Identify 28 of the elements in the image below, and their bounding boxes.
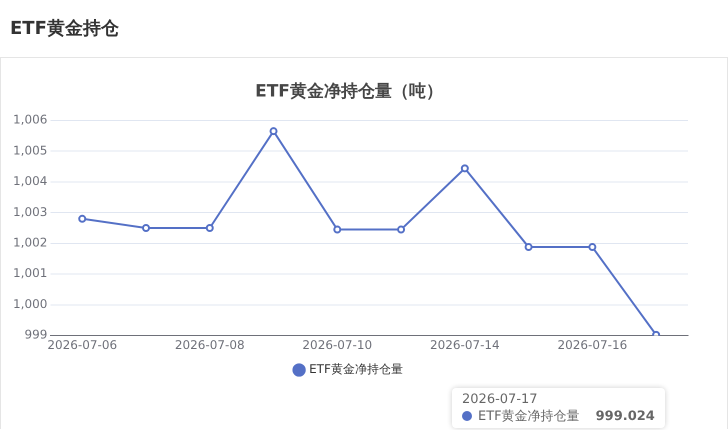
x-tick-label: 2026-07-08 bbox=[174, 338, 245, 352]
point bbox=[206, 224, 214, 232]
point bbox=[142, 224, 150, 232]
point bbox=[333, 226, 342, 234]
legend-label: ETF黄金净持仓量 bbox=[309, 362, 403, 376]
text: 999.024 bbox=[596, 409, 655, 424]
text: ETF黄金净持仓量 bbox=[478, 409, 580, 424]
y-tick-label: 1,004 bbox=[12, 174, 48, 188]
chart-title: ETF黄金持仓 bbox=[10, 17, 119, 40]
point bbox=[270, 127, 278, 136]
point bbox=[588, 243, 596, 252]
point bbox=[524, 243, 533, 252]
x-tick-label: 2026-07-16 bbox=[557, 338, 628, 352]
y-tick-label: 1,002 bbox=[12, 235, 48, 250]
y-tick-label: 1,000 bbox=[12, 296, 48, 311]
y-tick-label: 1,003 bbox=[12, 204, 48, 219]
chart-subtitle: ETF黄金净持仓量（吨） bbox=[255, 82, 443, 102]
x-tick-label: 2026-07-10 bbox=[302, 338, 372, 352]
x-tick-label: 2026-07-06 bbox=[47, 338, 118, 352]
x-tick-label: 2026-07-14 bbox=[430, 338, 500, 352]
point bbox=[460, 164, 469, 172]
y-tick-label: 1,001 bbox=[12, 266, 48, 280]
y-tick-label: 1,005 bbox=[12, 143, 48, 158]
y-tick-label: 999 bbox=[24, 328, 48, 342]
y-tick-label: 1,006 bbox=[12, 112, 48, 127]
text: 2026-07-17 bbox=[462, 391, 539, 408]
point bbox=[78, 214, 86, 223]
point bbox=[397, 226, 406, 234]
